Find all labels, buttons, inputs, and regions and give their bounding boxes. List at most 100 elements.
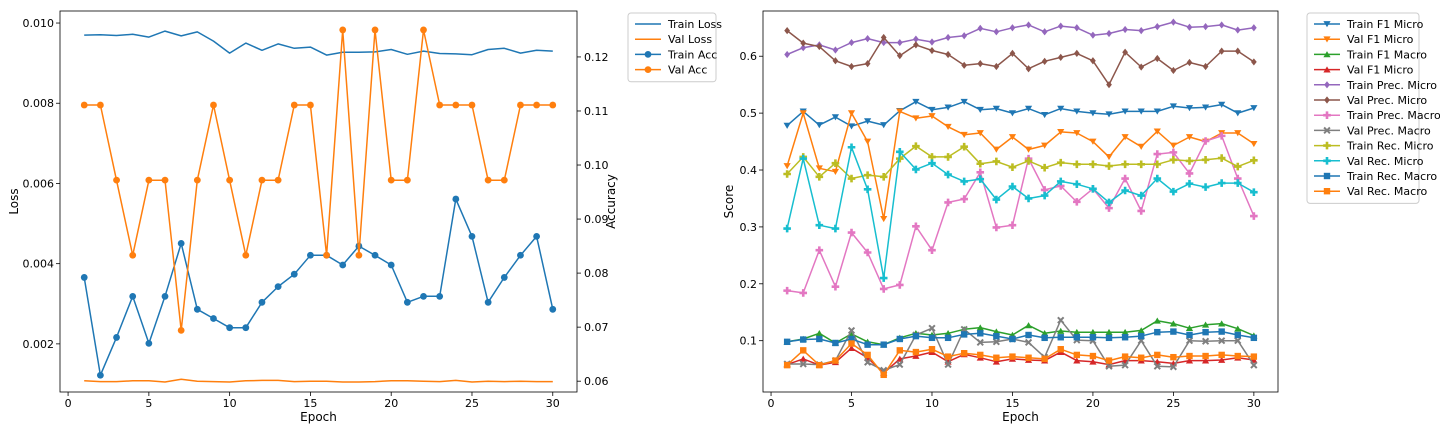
data-point [1154, 351, 1161, 359]
data-point [1234, 26, 1241, 34]
data-point [387, 176, 395, 184]
data-point [226, 324, 234, 332]
data-point [1234, 130, 1242, 137]
legend-marker [1323, 172, 1331, 180]
data-point [1202, 352, 1209, 360]
data-point [976, 338, 984, 346]
data-point [912, 142, 920, 150]
data-point [929, 38, 935, 46]
data-point [1186, 352, 1193, 360]
data-point [1090, 31, 1096, 39]
data-point [1154, 54, 1161, 63]
x-tick-label: 0 [65, 397, 72, 410]
data-point [864, 60, 871, 68]
data-point [815, 221, 824, 229]
y-axis-label: Score [722, 185, 736, 219]
data-point [1025, 354, 1032, 361]
data-point [944, 330, 952, 337]
data-point [533, 101, 541, 109]
series-train-rec-macro [783, 328, 1258, 348]
data-point [879, 285, 888, 293]
data-point [1153, 362, 1161, 370]
data-point [847, 344, 856, 351]
data-point [1153, 128, 1161, 135]
data-point [1153, 150, 1162, 158]
data-point [371, 26, 379, 34]
data-point [1024, 338, 1033, 346]
data-point [847, 326, 856, 335]
data-point [928, 334, 936, 342]
data-point [1250, 58, 1257, 66]
y-axis-label: Loss [7, 188, 21, 214]
data-point [1025, 21, 1032, 29]
data-point [1105, 328, 1113, 336]
data-point [1057, 129, 1065, 136]
data-point [976, 168, 985, 177]
data-point [848, 62, 855, 71]
x-tick-label: 0 [768, 397, 775, 410]
data-point [912, 98, 920, 105]
data-point [864, 341, 871, 348]
data-point [992, 223, 1001, 232]
data-point [992, 105, 1000, 112]
data-point [1056, 177, 1065, 186]
data-point [1250, 361, 1258, 369]
data-point [242, 251, 250, 259]
data-point [1153, 108, 1161, 115]
data-point [468, 101, 476, 109]
data-point [1105, 334, 1113, 342]
series-train-f1-micro [783, 98, 1258, 130]
data-point [783, 163, 791, 170]
data-point [436, 101, 444, 109]
data-point [1089, 334, 1097, 341]
data-point [847, 143, 856, 152]
data-point [113, 176, 120, 184]
data-point [1185, 357, 1194, 364]
data-point [992, 195, 1001, 204]
data-point [161, 292, 169, 300]
legend-entry: Train Loss [667, 18, 722, 31]
y-tick-label: 0.010 [23, 17, 55, 30]
x-tick-label: 15 [1005, 397, 1019, 410]
legend-marker [1323, 157, 1331, 165]
data-point [832, 357, 839, 364]
data-point [1089, 110, 1097, 117]
data-point [1056, 182, 1065, 190]
data-point [129, 292, 137, 300]
legend-entry: Val Acc [668, 64, 707, 77]
data-point [500, 274, 508, 281]
data-point [177, 326, 185, 334]
series-val-prec-micro [784, 27, 1257, 89]
legend-marker [1323, 111, 1331, 119]
data-point [880, 371, 887, 379]
data-point [864, 358, 872, 366]
data-point [1106, 29, 1112, 38]
x-tick-label: 20 [384, 397, 398, 410]
data-point [1233, 174, 1242, 183]
data-point [1089, 184, 1097, 193]
series-line [786, 100, 1255, 127]
x-tick-label: 30 [546, 397, 560, 410]
data-point [1073, 180, 1081, 189]
data-point [1153, 160, 1162, 169]
data-point [1169, 363, 1177, 371]
x-tick-label: 5 [145, 397, 152, 410]
data-point [1185, 337, 1194, 345]
data-point [1105, 198, 1113, 207]
data-point [307, 251, 314, 259]
data-point [912, 222, 920, 231]
data-point [815, 165, 823, 172]
data-point [961, 32, 968, 40]
data-point [895, 154, 904, 163]
x-tick-label: 10 [223, 397, 237, 410]
legend-marker [644, 66, 652, 73]
data-point [1137, 108, 1145, 115]
data-point [1186, 331, 1193, 339]
data-point [80, 274, 88, 281]
data-point [1041, 142, 1049, 149]
data-point [816, 361, 823, 369]
data-point [880, 341, 887, 348]
y-tick-label: 0.1 [740, 335, 758, 348]
data-point [977, 24, 984, 32]
data-point [815, 246, 824, 255]
